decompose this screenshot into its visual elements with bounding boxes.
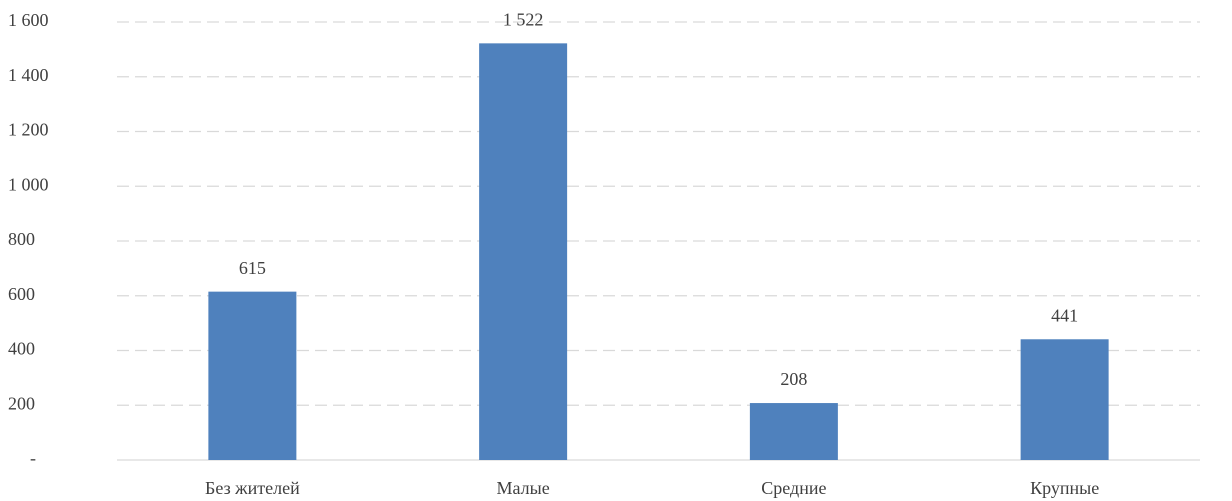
y-tick-label: 1 600 — [8, 10, 49, 30]
x-tick-label: Без жителей — [205, 478, 300, 498]
x-tick-label: Малые — [497, 478, 550, 498]
value-label: 208 — [780, 369, 807, 389]
y-tick-label: 1 000 — [8, 174, 49, 194]
y-tick-label: - — [30, 448, 36, 468]
bar — [208, 291, 297, 460]
x-tick-label: Средние — [761, 478, 826, 498]
y-tick-label: 600 — [8, 284, 35, 304]
bar — [479, 43, 568, 460]
y-tick-label: 200 — [8, 393, 35, 413]
value-label: 1 522 — [503, 9, 544, 29]
x-tick-label: Крупные — [1030, 478, 1099, 498]
y-tick-label: 800 — [8, 229, 35, 249]
value-label: 441 — [1051, 305, 1078, 325]
value-label: 615 — [239, 258, 266, 278]
y-tick-label: 400 — [8, 339, 35, 359]
y-tick-label: 1 200 — [8, 120, 49, 140]
bar — [749, 403, 838, 460]
y-tick-label: 1 400 — [8, 65, 49, 85]
bar — [1020, 339, 1109, 460]
